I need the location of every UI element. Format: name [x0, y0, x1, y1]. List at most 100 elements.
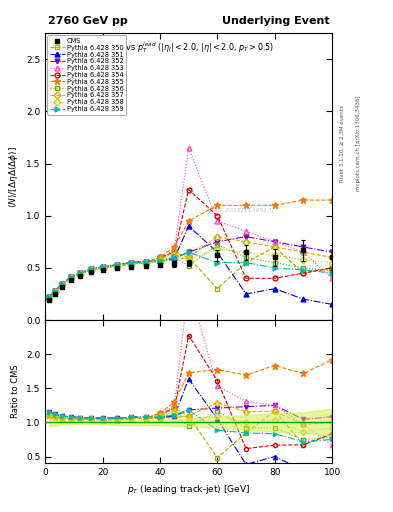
Pythia 6.428 358	[89, 267, 94, 273]
Text: mcplots.cern.ch [arXiv:1306.3436]: mcplots.cern.ch [arXiv:1306.3436]	[356, 96, 361, 191]
Pythia 6.428 353	[100, 264, 105, 270]
Pythia 6.428 350	[77, 271, 82, 277]
Text: Underlying Event: Underlying Event	[222, 16, 329, 26]
Pythia 6.428 355	[301, 197, 306, 203]
Pythia 6.428 350	[158, 259, 162, 265]
Pythia 6.428 353	[69, 274, 73, 281]
Pythia 6.428 352	[143, 259, 148, 265]
Pythia 6.428 358	[129, 261, 134, 267]
Pythia 6.428 355	[77, 271, 82, 277]
Pythia 6.428 358	[60, 282, 65, 288]
Pythia 6.428 358	[272, 252, 277, 259]
Pythia 6.428 355	[60, 282, 65, 288]
Pythia 6.428 354	[115, 263, 119, 269]
Pythia 6.428 355	[330, 197, 334, 203]
Pythia 6.428 354	[77, 271, 82, 277]
Pythia 6.428 358	[301, 257, 306, 263]
Pythia 6.428 359	[60, 281, 65, 287]
Pythia 6.428 353	[89, 266, 94, 272]
Pythia 6.428 359	[89, 266, 94, 272]
Pythia 6.428 357	[69, 275, 73, 282]
Pythia 6.428 358	[115, 263, 119, 269]
Pythia 6.428 353	[272, 239, 277, 245]
Line: Pythia 6.428 356: Pythia 6.428 356	[47, 243, 334, 301]
Pythia 6.428 357	[100, 265, 105, 271]
Pythia 6.428 358	[158, 257, 162, 263]
Pythia 6.428 356	[129, 261, 134, 267]
Pythia 6.428 356	[272, 260, 277, 266]
Pythia 6.428 357	[89, 267, 94, 273]
Pythia 6.428 356	[244, 254, 248, 261]
Pythia 6.428 359	[69, 274, 73, 281]
Pythia 6.428 350	[272, 244, 277, 250]
Pythia 6.428 352	[172, 255, 177, 262]
Pythia 6.428 353	[244, 228, 248, 234]
Pythia 6.428 356	[186, 263, 191, 269]
Pythia 6.428 353	[60, 281, 65, 287]
Pythia 6.428 355	[100, 265, 105, 271]
Pythia 6.428 354	[330, 265, 334, 271]
Pythia 6.428 357	[186, 254, 191, 261]
Pythia 6.428 352	[47, 294, 52, 300]
Pythia 6.428 352	[244, 233, 248, 240]
Pythia 6.428 358	[47, 295, 52, 301]
Line: Pythia 6.428 358: Pythia 6.428 358	[47, 247, 334, 301]
Pythia 6.428 352	[69, 274, 73, 281]
Pythia 6.428 359	[301, 267, 306, 273]
Pythia 6.428 354	[172, 249, 177, 255]
Pythia 6.428 357	[272, 244, 277, 250]
Pythia 6.428 351	[53, 288, 58, 294]
Pythia 6.428 351	[143, 259, 148, 265]
Pythia 6.428 356	[158, 257, 162, 263]
Pythia 6.428 359	[330, 270, 334, 276]
Pythia 6.428 353	[215, 218, 220, 224]
Pythia 6.428 352	[215, 239, 220, 245]
Pythia 6.428 358	[172, 252, 177, 259]
Line: Pythia 6.428 353: Pythia 6.428 353	[47, 145, 334, 300]
Text: Rivet 3.1.10, ≥ 2.3M events: Rivet 3.1.10, ≥ 2.3M events	[340, 105, 345, 182]
Pythia 6.428 353	[330, 275, 334, 282]
Pythia 6.428 357	[172, 249, 177, 255]
Pythia 6.428 350	[301, 270, 306, 276]
Pythia 6.428 354	[272, 275, 277, 282]
Pythia 6.428 350	[69, 275, 73, 282]
Pythia 6.428 352	[53, 288, 58, 294]
Pythia 6.428 356	[172, 254, 177, 261]
Pythia 6.428 355	[89, 267, 94, 273]
Pythia 6.428 355	[115, 263, 119, 269]
Pythia 6.428 350	[215, 286, 220, 292]
Pythia 6.428 352	[158, 258, 162, 264]
Pythia 6.428 354	[215, 212, 220, 219]
Pythia 6.428 355	[143, 260, 148, 266]
Pythia 6.428 355	[172, 244, 177, 250]
Pythia 6.428 352	[272, 239, 277, 245]
Pythia 6.428 354	[143, 260, 148, 266]
Pythia 6.428 353	[172, 246, 177, 252]
Pythia 6.428 359	[143, 259, 148, 265]
Pythia 6.428 354	[301, 270, 306, 276]
Pythia 6.428 359	[244, 260, 248, 266]
Pythia 6.428 355	[53, 289, 58, 295]
Line: Pythia 6.428 355: Pythia 6.428 355	[46, 197, 336, 302]
Pythia 6.428 350	[89, 267, 94, 273]
Pythia 6.428 352	[129, 260, 134, 266]
Pythia 6.428 359	[186, 249, 191, 255]
Pythia 6.428 355	[47, 295, 52, 301]
Pythia 6.428 355	[272, 202, 277, 208]
Pythia 6.428 352	[301, 244, 306, 250]
Pythia 6.428 354	[158, 254, 162, 261]
Pythia 6.428 357	[47, 295, 52, 301]
Pythia 6.428 359	[129, 260, 134, 266]
Pythia 6.428 358	[69, 275, 73, 282]
Pythia 6.428 357	[77, 271, 82, 277]
Pythia 6.428 353	[77, 270, 82, 276]
Pythia 6.428 358	[143, 260, 148, 266]
Y-axis label: $\langle N \rangle / [\Delta\eta\Delta(\Delta\phi)]$: $\langle N \rangle / [\Delta\eta\Delta(\…	[7, 145, 20, 208]
Pythia 6.428 350	[53, 289, 58, 295]
Pythia 6.428 358	[186, 257, 191, 263]
Pythia 6.428 357	[60, 282, 65, 288]
Pythia 6.428 356	[69, 275, 73, 282]
Pythia 6.428 354	[47, 295, 52, 301]
Pythia 6.428 359	[53, 288, 58, 294]
Pythia 6.428 351	[89, 266, 94, 272]
